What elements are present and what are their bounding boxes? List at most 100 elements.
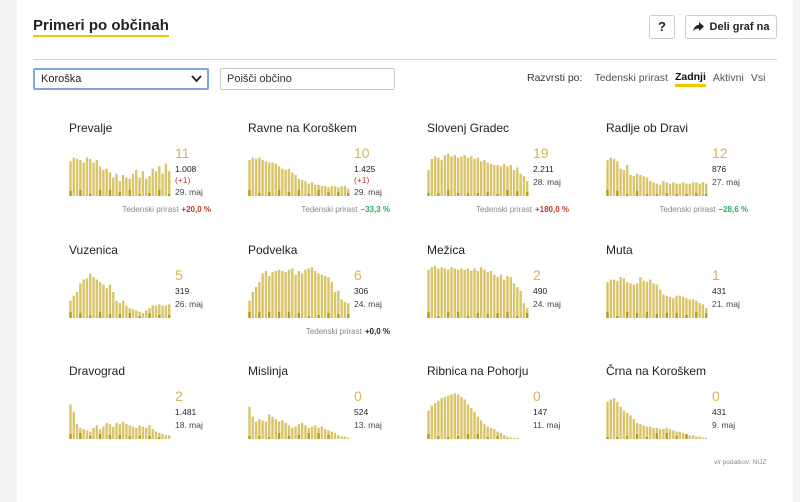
chart-bar <box>347 437 350 439</box>
bar-chart <box>427 393 519 439</box>
chart-bar <box>701 182 705 196</box>
chart-bar <box>450 394 453 439</box>
chart-bar <box>89 273 92 318</box>
chart-bar <box>82 279 85 318</box>
chart-bar <box>343 186 347 196</box>
chart-bar <box>112 292 115 318</box>
chart-bar <box>453 393 457 439</box>
chart-bar <box>72 411 75 439</box>
chart-bar <box>320 186 324 196</box>
chart-bar-segment <box>89 315 92 318</box>
chart-bar <box>632 284 636 318</box>
sort-option-active[interactable]: Aktivni <box>712 72 744 84</box>
chart-bar-segment <box>108 314 112 318</box>
chart-bar-segment <box>118 435 122 439</box>
chart-bar <box>141 171 145 196</box>
region-select[interactable]: Koroška <box>33 68 209 90</box>
chart-bar <box>483 424 486 439</box>
chart-bar <box>698 303 701 318</box>
chart-bar-segment <box>626 312 629 318</box>
chart-bar <box>437 400 440 439</box>
chart-bar-segment <box>327 192 330 196</box>
chart-bar <box>658 429 662 439</box>
chart-bar <box>72 157 75 196</box>
chart-bar-segment <box>69 434 72 439</box>
share-button[interactable]: Deli graf na <box>685 15 777 39</box>
chart-bar <box>512 170 516 196</box>
chart-bar <box>131 173 135 196</box>
chart-bar <box>310 182 314 196</box>
chart-bar <box>460 156 463 196</box>
chart-bar <box>112 177 115 196</box>
weekly-growth: Tedenski prirast +180,0 % <box>476 205 569 214</box>
chart-bar <box>705 183 708 196</box>
bar-chart <box>69 273 171 318</box>
chart-bar <box>486 162 489 196</box>
chart-bar <box>626 282 629 318</box>
chart-bar <box>662 294 665 318</box>
chart-bar-segment <box>635 434 639 439</box>
chart-bar <box>456 157 460 196</box>
chart-bar-segment <box>447 190 450 196</box>
chart-bar-segment <box>79 190 82 196</box>
municipality-panel: Mežica 2 490 24. maj <box>427 243 599 349</box>
chart-bar <box>154 171 158 196</box>
chart-bar <box>161 173 164 196</box>
chart-bar-segment <box>337 192 340 196</box>
chart-bar <box>695 436 698 439</box>
chart-bar <box>300 273 304 318</box>
chart-bar-segment <box>317 190 320 196</box>
chart-bar <box>622 278 626 318</box>
chart-bar <box>652 283 655 318</box>
chart-bar <box>304 181 307 196</box>
chart-bar-segment <box>118 192 122 196</box>
chart-bar-segment <box>248 190 251 196</box>
chart-bar <box>645 282 649 318</box>
municipality-name: Prevalje <box>69 121 113 135</box>
chart-bar <box>138 177 141 196</box>
chart-bar <box>271 416 274 439</box>
chart-bar-segment <box>476 313 480 318</box>
chart-bar-segment <box>606 190 609 196</box>
chart-bar <box>164 305 168 318</box>
chart-bar <box>141 426 145 439</box>
chart-bar <box>268 275 271 318</box>
chart-bar <box>92 277 95 318</box>
sort-option-weekly-growth[interactable]: Tedenski prirast <box>594 72 668 84</box>
municipality-search-input[interactable] <box>220 68 395 90</box>
chart-bar <box>612 158 616 196</box>
weekly-growth-value: +180,0 % <box>534 205 569 214</box>
chart-bar-segment <box>158 437 161 439</box>
chart-bar-segment <box>168 194 171 196</box>
chart-bar-segment <box>645 194 649 196</box>
chart-bar <box>433 403 437 439</box>
chart-bar <box>115 422 118 439</box>
chart-bar <box>479 420 483 439</box>
chart-bar <box>483 269 486 318</box>
chart-bar <box>506 166 509 196</box>
chart-bar <box>526 181 529 196</box>
sort-option-all[interactable]: Vsi <box>750 72 766 84</box>
active-cases: 2 <box>533 267 541 283</box>
chart-bar <box>95 425 99 439</box>
chart-bar-segment <box>268 437 271 439</box>
chart-bar <box>466 404 470 439</box>
chart-bar <box>75 158 79 196</box>
chart-bar <box>626 165 629 196</box>
sort-option-latest[interactable]: Zadnji <box>674 72 706 87</box>
chart-bar <box>92 427 95 439</box>
chart-bar <box>616 161 619 196</box>
chart-bar-segment <box>248 436 251 439</box>
chart-bar <box>430 267 433 318</box>
chart-bar <box>606 160 609 196</box>
chart-bar <box>506 436 509 439</box>
municipality-panel: Podvelka 6 306 24. maj Tedenski prirast +0,0 … <box>248 243 420 349</box>
help-button[interactable]: ? <box>649 15 675 39</box>
active-cases: 1 <box>712 267 720 283</box>
chart-bar <box>440 398 443 439</box>
chart-bar <box>430 405 433 439</box>
chart-bar <box>506 275 509 318</box>
chart-bar <box>284 272 287 318</box>
last-date: 26. maj <box>175 299 203 309</box>
chart-bar <box>466 268 470 318</box>
